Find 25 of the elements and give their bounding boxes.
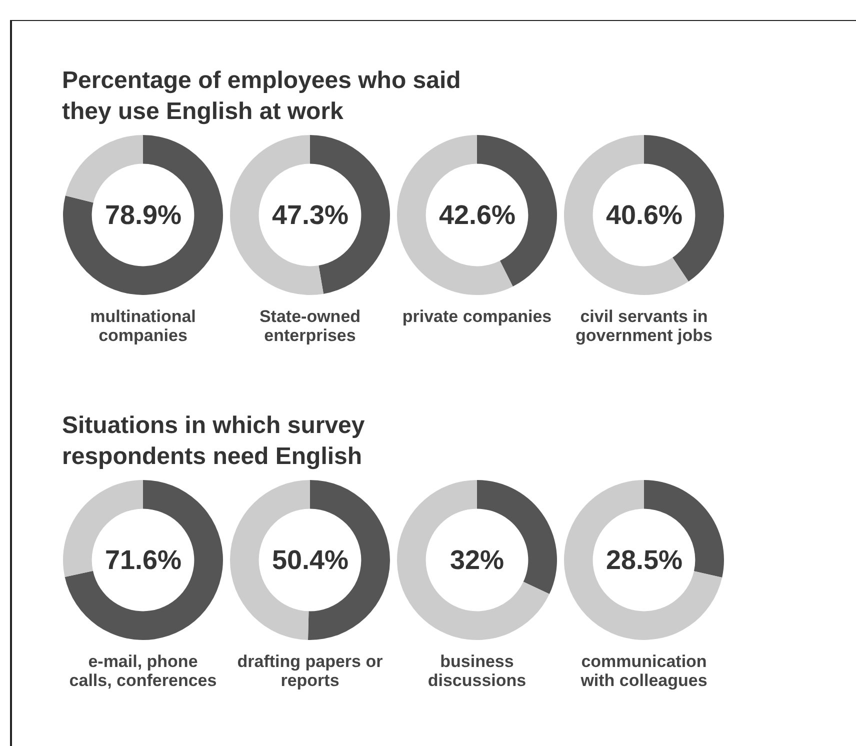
data-label: 50.4% (272, 545, 349, 575)
data-label: 28.5% (606, 545, 683, 575)
donut-slice (564, 480, 722, 640)
chart-title: Percentage of employees who said they use English at work (62, 66, 462, 127)
text: drafting papers or reports (236, 652, 384, 690)
donut-slice (397, 135, 513, 295)
data-label: 71.6% (105, 545, 182, 575)
text: civil servants in government jobs (574, 307, 714, 345)
text: multinational companies (89, 307, 197, 345)
data-label: 42.6% (439, 200, 516, 230)
text: State-owned enterprises (258, 307, 362, 345)
text: business discussions (426, 652, 528, 690)
donut-slice (63, 135, 223, 295)
chart-title: Situations in which survey respondents need English (62, 411, 366, 472)
donut-slice (65, 135, 143, 203)
data-label: 47.3% (272, 200, 349, 230)
text: communication with colleagues (580, 652, 708, 690)
text: private companies (402, 307, 552, 326)
data-label: 32% (450, 545, 504, 575)
text: e-mail, phone calls, conferences (68, 652, 218, 690)
data-label: 78.9% (105, 200, 182, 230)
data-label: 40.6% (606, 200, 683, 230)
donut-slice (397, 480, 550, 640)
donut-slice (64, 480, 223, 640)
donut-slice (564, 135, 689, 295)
